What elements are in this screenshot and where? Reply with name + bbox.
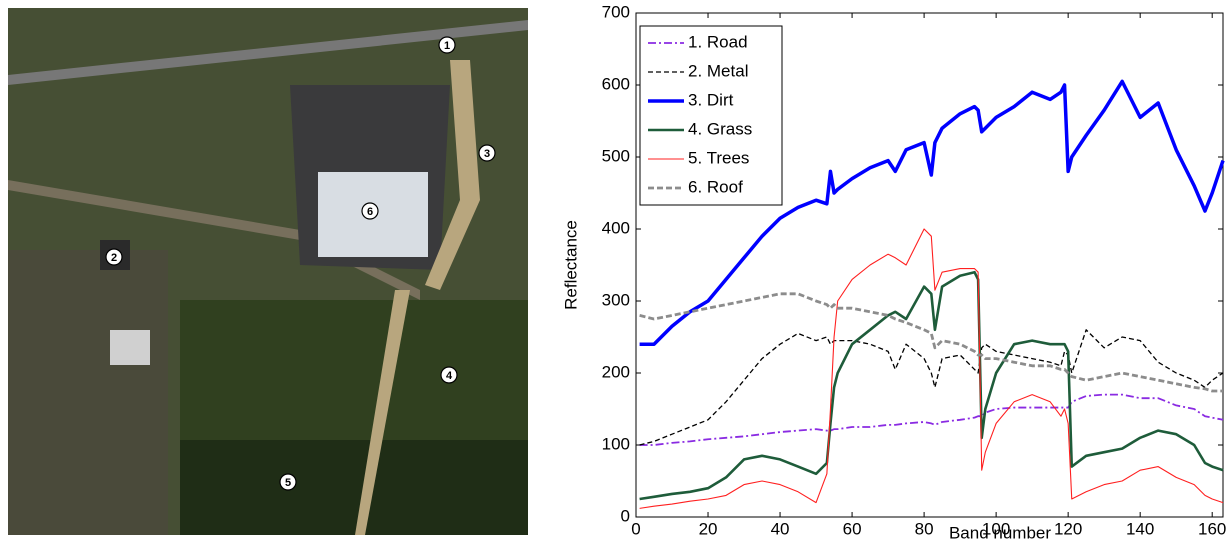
x-tick-label: 0 [631,519,640,538]
series-line [640,229,1223,508]
x-tick-label: 60 [843,519,862,538]
y-tick-label: 100 [602,434,630,453]
y-tick-label: 300 [602,290,630,309]
figure: 123456 Band number Reflectance 010020030… [0,0,1232,542]
y-tick-label: 400 [602,218,630,237]
marker-label: 5 [285,477,291,489]
y-tick-label: 500 [602,146,630,165]
legend-label: 6. Roof [688,177,743,196]
series-line [640,272,1223,499]
x-tick-label: 40 [771,519,790,538]
marker-label: 6 [367,206,373,218]
y-tick-label: 600 [602,74,630,93]
y-tick-label: 700 [602,2,630,21]
legend-label: 3. Dirt [688,90,734,109]
series-line [640,395,1223,445]
marker-label: 4 [446,370,453,382]
x-tick-label: 140 [1126,519,1154,538]
x-tick-label: 80 [915,519,934,538]
marker-label: 3 [484,148,490,160]
x-tick-label: 120 [1054,519,1082,538]
x-tick-label: 160 [1198,519,1226,538]
series-line [640,330,1223,445]
legend-label: 5. Trees [688,148,749,167]
x-tick-label: 100 [982,519,1010,538]
y-axis-label: Reflectance [561,220,580,310]
y-tick-label: 200 [602,362,630,381]
legend-label: 2. Metal [688,61,748,80]
series-line [640,294,1223,391]
marker-label: 1 [444,40,450,52]
x-tick-label: 20 [699,519,718,538]
legend-label: 4. Grass [688,119,752,138]
legend-label: 1. Road [688,32,748,51]
aerial-image [8,8,528,535]
y-tick-label: 0 [621,506,630,525]
marker-label: 2 [111,252,117,264]
